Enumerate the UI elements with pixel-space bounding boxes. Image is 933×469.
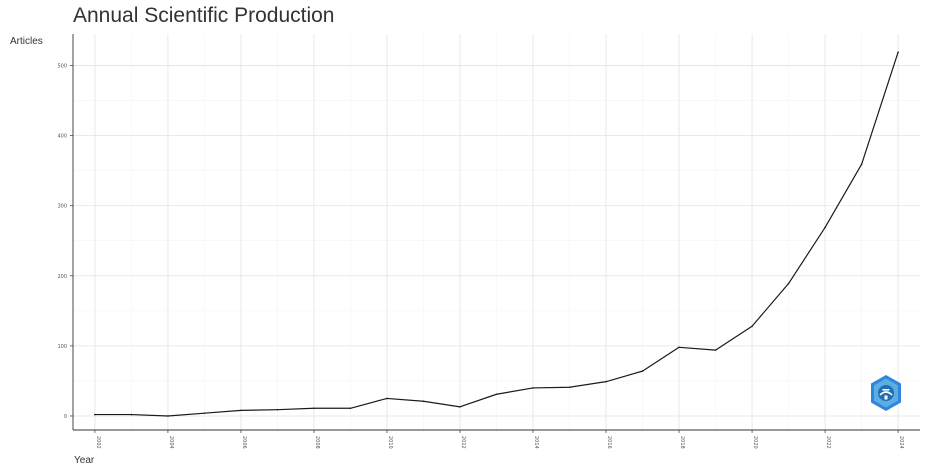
data-point-2003 [130,413,133,416]
axes [72,34,920,431]
y-axis-label: Articles [10,36,43,47]
data-point-2020 [751,325,753,328]
y-tick-label: 100 [57,344,67,350]
chart-title: Annual Scientific Production [73,4,335,27]
x-tick-label: 2004 [168,436,174,449]
x-tick-label: 2006 [241,436,247,449]
data-point-2009 [349,407,352,410]
x-tick-label: 2008 [314,436,320,449]
data-point-2014 [532,387,534,389]
x-tick-label: 2010 [387,436,393,449]
x-tick-label: 2022 [825,436,831,449]
y-tick-label: 500 [57,64,67,70]
data-point-2013 [495,393,498,396]
data-point-2005 [203,412,206,414]
data-series [94,51,899,417]
x-tick-label: 2002 [95,436,101,449]
x-axis-label: Year [74,455,95,466]
data-point-2007 [276,408,279,411]
y-tick-label: 200 [57,274,67,280]
y-tick-label: 300 [57,204,67,210]
data-point-2015 [568,386,571,389]
y-tick-label: 0 [64,414,67,420]
data-point-2022 [824,226,826,229]
data-point-2004 [167,415,169,417]
x-tick-label: 2012 [460,436,466,449]
data-point-2019 [714,349,717,351]
grid-lines [73,34,920,430]
data-point-2024 [897,51,899,54]
y-axis-ticks: 0 100 200 300 400 500 [57,64,73,420]
data-point-2010 [386,397,388,400]
data-point-2008 [313,407,315,410]
data-point-2018 [678,346,680,349]
y-tick-label: 400 [57,134,67,140]
data-point-2017 [641,370,644,372]
x-tick-label: 2018 [679,436,685,449]
x-tick-label: 2016 [606,436,612,449]
data-point-2002 [94,413,96,416]
data-point-2023 [860,163,863,166]
data-point-2011 [422,400,425,403]
x-axis-ticks: 2002 2004 2006 2008 2010 2012 2014 2016 2018 2020… [94,430,904,449]
bibliometrix-logo-icon [871,375,901,411]
data-point-2012 [459,406,461,408]
x-tick-label: 2014 [533,436,539,449]
data-point-2006 [240,409,242,412]
data-point-2016 [605,380,607,383]
data-point-2021 [787,282,790,285]
x-tick-label: 2020 [752,436,758,449]
x-tick-label: 2024 [898,436,904,449]
